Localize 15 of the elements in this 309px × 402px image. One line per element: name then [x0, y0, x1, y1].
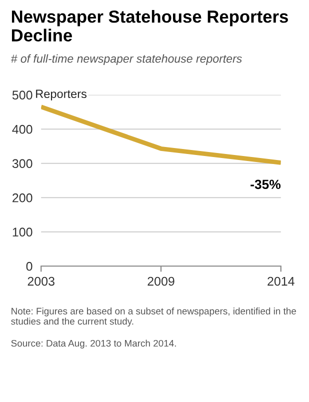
x-tick-label: 2003	[28, 276, 54, 286]
y-tick-label: 300	[12, 159, 32, 168]
y-tick-label: 500	[12, 90, 32, 100]
chart-title: Newspaper Statehouse Reporters Decline	[12, 10, 288, 42]
y-tick-label: 0	[26, 262, 32, 271]
x-tick-label: 2014	[268, 276, 294, 286]
y-tick-label: 400	[12, 124, 32, 134]
y-tick-label: 200	[12, 193, 32, 202]
source-note: Source: Data Aug. 2013 to March 2014.	[11, 340, 176, 348]
text: Note: Figures are based on a subset of newspapers, identified in the studies and the current study.	[11, 308, 296, 327]
chart-subtitle: # of full-time newspaper statehouse reporters	[11, 54, 242, 66]
x-tick-label: 2009	[148, 276, 174, 286]
series-label: Reporters	[36, 90, 87, 100]
y-tick-label: 100	[12, 228, 32, 237]
annotation: -35%	[250, 180, 281, 190]
